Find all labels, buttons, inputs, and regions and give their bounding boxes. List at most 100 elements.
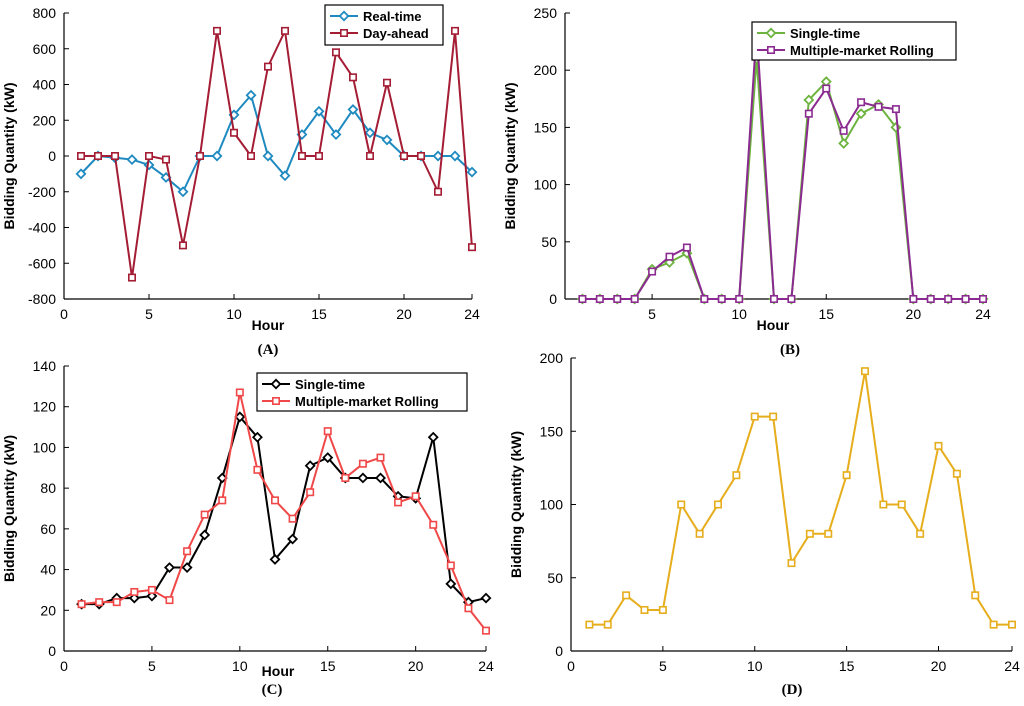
data-point — [94, 152, 103, 161]
data-point — [578, 294, 587, 303]
y-tick-label: 150 — [540, 423, 564, 439]
data-point — [164, 562, 175, 574]
data-point — [411, 492, 420, 501]
y-tick-label: 250 — [534, 5, 558, 21]
series-line — [582, 29, 983, 300]
legend-entry-label: Single-time — [295, 377, 365, 392]
data-point — [313, 105, 325, 117]
data-point — [230, 128, 239, 137]
data-point — [263, 62, 272, 71]
y-tick-label: 0 — [549, 291, 557, 307]
data-point — [433, 187, 442, 196]
data-point — [382, 78, 391, 87]
data-point — [280, 26, 289, 35]
data-point — [665, 252, 674, 261]
y-tick-label: 200 — [540, 350, 564, 366]
y-tick-label: -400 — [28, 220, 56, 236]
legend-entry-label: Multiple-market Rolling — [790, 43, 934, 58]
x-tick-label: 15 — [311, 306, 327, 322]
data-point — [700, 294, 709, 303]
data-point — [287, 533, 299, 545]
data-point — [787, 559, 796, 568]
series-single-time — [576, 53, 989, 305]
data-point — [147, 585, 156, 594]
legend-entry-label: Multiple-market Rolling — [295, 394, 439, 409]
data-point — [717, 294, 726, 303]
x-tick-label: 20 — [931, 658, 947, 674]
y-tick-label: 0 — [48, 643, 56, 659]
data-point — [450, 26, 459, 35]
data-point — [216, 472, 228, 484]
data-point — [365, 152, 374, 161]
x-tick-label: 15 — [818, 306, 834, 322]
y-tick-label: 400 — [33, 77, 57, 93]
data-point — [480, 592, 492, 604]
data-point — [769, 294, 778, 303]
data-point — [179, 241, 188, 250]
chart-panel-b: 0 50 100 150 200 250 5 10 15 20 24 Bidding Quantity… — [502, 5, 991, 358]
x-tick-label: 10 — [731, 306, 747, 322]
x-axis-label: Hour — [757, 317, 790, 333]
legend: Real-time Day-ahead — [324, 4, 444, 46]
data-point — [445, 578, 457, 590]
y-tick-label: 20 — [40, 602, 56, 618]
data-point — [855, 108, 867, 120]
data-point — [860, 367, 869, 376]
x-tick-label: 20 — [396, 306, 412, 322]
x-tick-label: 24 — [478, 658, 494, 674]
data-point — [961, 294, 970, 303]
data-point — [128, 592, 140, 604]
data-point — [695, 529, 704, 538]
y-axis-label: Bidding Quantity (kW) — [1, 435, 17, 582]
data-point — [253, 465, 262, 474]
data-point — [713, 500, 722, 509]
data-point — [429, 520, 438, 529]
data-point — [805, 529, 814, 538]
y-tick-label: 50 — [547, 570, 563, 586]
data-point — [330, 129, 342, 141]
y-axis-label: Bidding Quantity (kW) — [508, 431, 524, 578]
data-point — [77, 152, 86, 161]
data-point — [306, 488, 315, 497]
series-day-ahead — [77, 26, 476, 282]
y-tick-label: 150 — [534, 119, 558, 135]
x-tick-label: 10 — [226, 306, 242, 322]
data-point — [348, 73, 357, 82]
y-axis-label: Bidding Quantity (kW) — [1, 83, 17, 230]
data-point — [218, 496, 227, 505]
data-point — [648, 267, 657, 276]
data-point — [235, 388, 244, 397]
data-point — [952, 469, 961, 478]
panel-label: (D) — [782, 682, 803, 698]
x-tick-label: 24 — [464, 306, 480, 322]
data-point — [787, 294, 796, 303]
data-point — [822, 84, 831, 93]
data-point — [126, 154, 138, 166]
data-point — [297, 152, 306, 161]
x-axis-label: Hour — [262, 663, 295, 679]
x-tick-label: 5 — [648, 306, 656, 322]
data-point — [944, 294, 953, 303]
data-point — [211, 150, 223, 162]
legend-entry-label: Single-time — [790, 26, 860, 41]
y-tick-label: 100 — [33, 439, 57, 455]
y-tick-label: -800 — [28, 291, 56, 307]
data-point — [358, 459, 367, 468]
data-point — [464, 604, 473, 613]
data-point — [269, 553, 281, 565]
data-point — [111, 152, 120, 161]
series-line — [589, 370, 1012, 626]
data-point — [196, 152, 205, 161]
x-tick-label: 15 — [320, 658, 336, 674]
x-tick-label: 20 — [408, 658, 424, 674]
data-point — [375, 472, 386, 484]
data-point — [769, 412, 778, 421]
data-point — [130, 587, 139, 596]
data-point — [213, 26, 222, 35]
x-tick-label: 24 — [1004, 658, 1020, 674]
data-point — [735, 294, 744, 303]
y-tick-label: 200 — [33, 112, 57, 128]
data-point — [466, 166, 478, 178]
data-point — [112, 598, 121, 607]
legend: Single-time Multiple-market Rolling — [256, 372, 468, 412]
